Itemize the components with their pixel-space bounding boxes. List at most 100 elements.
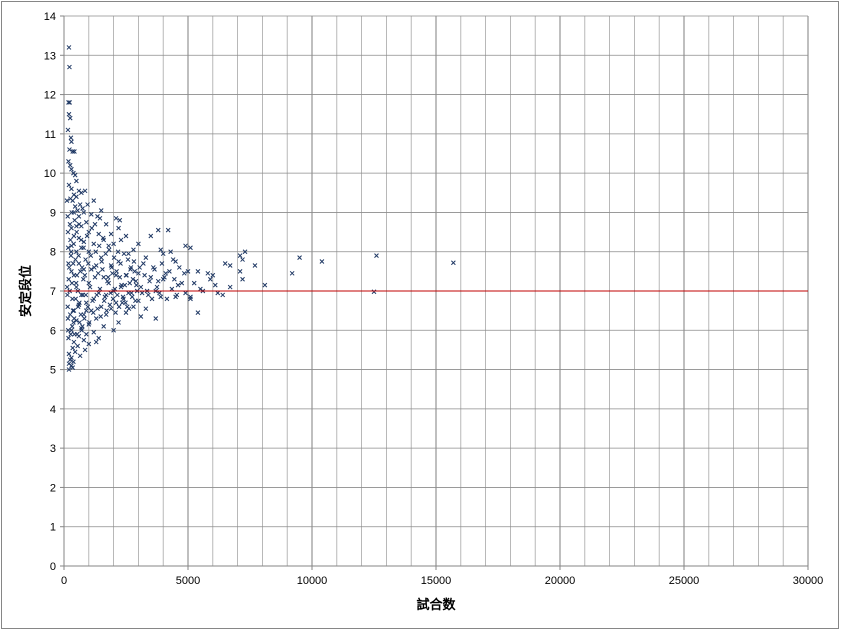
data-point: [169, 286, 175, 292]
data-point: [83, 308, 89, 313]
data-point: [91, 265, 97, 270]
data-point: [78, 312, 84, 317]
y-tick-label: 6: [50, 325, 56, 337]
data-point: [81, 337, 87, 343]
data-point: [158, 294, 164, 300]
data-point: [66, 111, 72, 117]
data-point: [123, 310, 129, 315]
data-point: [116, 320, 121, 325]
data-point: [237, 269, 243, 274]
data-point: [195, 310, 201, 315]
data-point: [67, 64, 72, 70]
data-point: [262, 282, 268, 288]
data-point: [77, 320, 82, 325]
data-point: [163, 270, 169, 276]
y-tick-label: 1: [50, 522, 56, 534]
data-point: [74, 331, 80, 337]
data-point: [297, 255, 302, 260]
data-point: [65, 229, 71, 235]
data-point: [220, 292, 226, 298]
data-point: [179, 280, 185, 286]
data-point: [79, 292, 84, 298]
data-point: [205, 270, 211, 276]
data-point: [65, 214, 71, 219]
data-point: [124, 272, 129, 278]
data-point: [96, 231, 102, 237]
data-point: [69, 269, 74, 274]
data-point: [107, 302, 113, 308]
data-point: [74, 223, 79, 229]
data-point: [67, 162, 73, 168]
data-point: [175, 282, 181, 288]
data-point: [160, 251, 166, 257]
data-point: [70, 345, 76, 351]
data-point: [162, 274, 167, 280]
data-point: [79, 190, 84, 196]
data-point: [227, 284, 233, 290]
data-point: [65, 327, 71, 333]
y-tick-label: 11: [45, 129, 56, 141]
data-point: [70, 149, 76, 154]
data-point: [72, 204, 78, 209]
data-point: [69, 324, 75, 329]
data-point: [153, 316, 159, 321]
data-point: [66, 182, 72, 188]
data-point: [72, 349, 78, 355]
data-point: [119, 282, 124, 288]
data-point: [70, 261, 76, 266]
data-point: [132, 269, 138, 274]
data-point: [81, 239, 87, 245]
data-point: [91, 198, 97, 203]
y-tick-label: 10: [44, 168, 56, 180]
data-point: [155, 227, 161, 233]
data-point: [80, 292, 86, 298]
data-point: [136, 241, 141, 247]
data-point: [74, 249, 79, 255]
data-point: [94, 292, 100, 298]
data-point: [67, 357, 73, 363]
data-point: [71, 339, 77, 345]
data-point: [185, 269, 191, 274]
data-point: [113, 272, 119, 278]
data-point: [81, 210, 87, 215]
data-point: [133, 278, 139, 284]
data-point: [96, 335, 102, 341]
data-point: [71, 320, 76, 325]
data-point: [101, 274, 107, 280]
data-point: [148, 233, 154, 239]
data-point: [148, 274, 154, 280]
x-tick-label: 25000: [669, 575, 700, 587]
data-point: [67, 100, 73, 105]
data-point: [68, 253, 74, 258]
data-point: [76, 221, 82, 227]
data-point: [79, 265, 85, 270]
data-point: [83, 300, 89, 306]
data-point: [66, 45, 72, 50]
data-point: [118, 261, 123, 266]
data-point: [126, 251, 131, 257]
data-point: [100, 267, 105, 272]
data-point: [67, 312, 73, 317]
data-point: [70, 308, 76, 313]
data-point: [101, 324, 107, 329]
data-point: [240, 257, 245, 262]
data-point: [79, 324, 85, 329]
data-point: [75, 304, 81, 310]
data-point: [136, 270, 141, 276]
data-point: [88, 212, 94, 217]
data-point: [77, 300, 82, 306]
data-point: [85, 202, 90, 207]
data-point: [74, 284, 79, 290]
data-point: [69, 139, 74, 145]
data-point: [210, 272, 216, 278]
data-point: [98, 255, 104, 260]
data-point: [371, 289, 377, 295]
data-point: [83, 331, 89, 337]
data-point: [82, 188, 88, 194]
data-point: [110, 296, 116, 302]
data-point: [77, 353, 83, 359]
data-point: [76, 253, 81, 258]
data-point: [71, 241, 77, 247]
data-point: [109, 265, 114, 270]
data-point: [83, 257, 88, 262]
